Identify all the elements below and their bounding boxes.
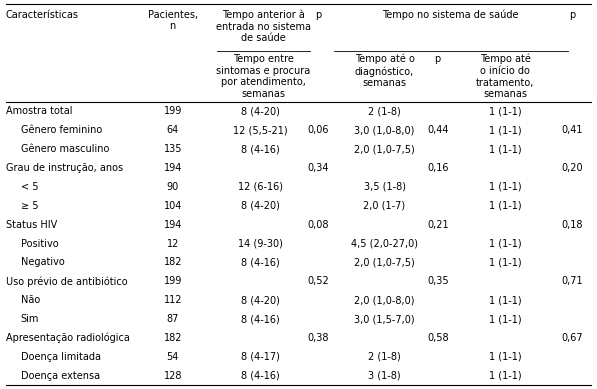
Text: p: p bbox=[569, 10, 576, 19]
Text: 8 (4-16): 8 (4-16) bbox=[241, 371, 280, 381]
Text: 0,21: 0,21 bbox=[427, 220, 448, 230]
Text: 64: 64 bbox=[167, 125, 179, 135]
Text: 2,0 (1-7): 2,0 (1-7) bbox=[364, 201, 405, 211]
Text: 2,0 (1,0-7,5): 2,0 (1,0-7,5) bbox=[354, 258, 415, 268]
Text: Tempo anterior à
entrada no sistema
de saúde: Tempo anterior à entrada no sistema de s… bbox=[216, 10, 311, 43]
Text: Gênero masculino: Gênero masculino bbox=[20, 144, 109, 154]
Text: 1 (1-1): 1 (1-1) bbox=[489, 182, 521, 192]
Text: 1 (1-1): 1 (1-1) bbox=[489, 314, 521, 324]
Text: Características: Características bbox=[6, 10, 79, 19]
Text: 1 (1-1): 1 (1-1) bbox=[489, 371, 521, 381]
Text: 2,0 (1,0-7,5): 2,0 (1,0-7,5) bbox=[354, 144, 415, 154]
Text: 0,41: 0,41 bbox=[562, 125, 583, 135]
Text: 3 (1-8): 3 (1-8) bbox=[368, 371, 401, 381]
Text: Tempo entre
sintomas e procura
por atendimento,
semanas: Tempo entre sintomas e procura por atend… bbox=[216, 54, 310, 99]
Text: 12 (6-16): 12 (6-16) bbox=[238, 182, 283, 192]
Text: 0,34: 0,34 bbox=[307, 163, 328, 173]
Text: 8 (4-20): 8 (4-20) bbox=[241, 201, 280, 211]
Text: 0,67: 0,67 bbox=[562, 333, 583, 343]
Text: Amostra total: Amostra total bbox=[6, 107, 72, 116]
Text: p: p bbox=[315, 10, 321, 19]
Text: 3,5 (1-8): 3,5 (1-8) bbox=[364, 182, 405, 192]
Text: 135: 135 bbox=[164, 144, 182, 154]
Text: 1 (1-1): 1 (1-1) bbox=[489, 352, 521, 362]
Text: 128: 128 bbox=[164, 371, 182, 381]
Text: ≥ 5: ≥ 5 bbox=[20, 201, 38, 211]
Text: Positivo: Positivo bbox=[20, 238, 59, 249]
Text: Uso prévio de antibiótico: Uso prévio de antibiótico bbox=[6, 276, 128, 287]
Text: Apresentação radiológica: Apresentação radiológica bbox=[6, 333, 130, 343]
Text: 0,18: 0,18 bbox=[562, 220, 583, 230]
Text: Não: Não bbox=[20, 295, 40, 305]
Text: 194: 194 bbox=[164, 220, 182, 230]
Text: 1 (1-1): 1 (1-1) bbox=[489, 201, 521, 211]
Text: 4,5 (2,0-27,0): 4,5 (2,0-27,0) bbox=[351, 238, 418, 249]
Text: 54: 54 bbox=[167, 352, 179, 362]
Text: Tempo no sistema de saúde: Tempo no sistema de saúde bbox=[382, 10, 519, 20]
Text: 2,0 (1,0-8,0): 2,0 (1,0-8,0) bbox=[354, 295, 415, 305]
Text: 0,58: 0,58 bbox=[427, 333, 448, 343]
Text: 8 (4-16): 8 (4-16) bbox=[241, 258, 280, 268]
Text: 12 (5,5-21): 12 (5,5-21) bbox=[233, 125, 288, 135]
Text: 3,0 (1,5-7,0): 3,0 (1,5-7,0) bbox=[354, 314, 415, 324]
Text: 0,06: 0,06 bbox=[307, 125, 328, 135]
Text: 8 (4-17): 8 (4-17) bbox=[241, 352, 280, 362]
Text: 0,71: 0,71 bbox=[562, 276, 583, 286]
Text: 1 (1-1): 1 (1-1) bbox=[489, 125, 521, 135]
Text: Status HIV: Status HIV bbox=[6, 220, 57, 230]
Text: 0,38: 0,38 bbox=[307, 333, 328, 343]
Text: 0,35: 0,35 bbox=[427, 276, 448, 286]
Text: 0,52: 0,52 bbox=[307, 276, 329, 286]
Text: p: p bbox=[435, 54, 441, 64]
Text: 1 (1-1): 1 (1-1) bbox=[489, 258, 521, 268]
Text: 12: 12 bbox=[167, 238, 179, 249]
Text: Gênero feminino: Gênero feminino bbox=[20, 125, 102, 135]
Text: Doença extensa: Doença extensa bbox=[20, 371, 100, 381]
Text: 0,44: 0,44 bbox=[427, 125, 448, 135]
Text: 1 (1-1): 1 (1-1) bbox=[489, 107, 521, 116]
Text: 8 (4-20): 8 (4-20) bbox=[241, 107, 280, 116]
Text: 3,0 (1,0-8,0): 3,0 (1,0-8,0) bbox=[354, 125, 415, 135]
Text: 90: 90 bbox=[167, 182, 179, 192]
Text: Grau de instrução, anos: Grau de instrução, anos bbox=[6, 163, 123, 173]
Text: 182: 182 bbox=[164, 258, 182, 268]
Text: 8 (4-16): 8 (4-16) bbox=[241, 144, 280, 154]
Text: 1 (1-1): 1 (1-1) bbox=[489, 295, 521, 305]
Text: 0,16: 0,16 bbox=[427, 163, 448, 173]
Text: Tempo até
o início do
tratamento,
semanas: Tempo até o início do tratamento, semana… bbox=[476, 54, 534, 99]
Text: 1 (1-1): 1 (1-1) bbox=[489, 144, 521, 154]
Text: 194: 194 bbox=[164, 163, 182, 173]
Text: 199: 199 bbox=[164, 107, 182, 116]
Text: 104: 104 bbox=[164, 201, 182, 211]
Text: Pacientes,
n: Pacientes, n bbox=[147, 10, 198, 31]
Text: 2 (1-8): 2 (1-8) bbox=[368, 107, 401, 116]
Text: 8 (4-16): 8 (4-16) bbox=[241, 314, 280, 324]
Text: Sim: Sim bbox=[20, 314, 39, 324]
Text: 8 (4-20): 8 (4-20) bbox=[241, 295, 280, 305]
Text: 1 (1-1): 1 (1-1) bbox=[489, 238, 521, 249]
Text: Tempo até o
diagnóstico,
semanas: Tempo até o diagnóstico, semanas bbox=[355, 54, 414, 88]
Text: 112: 112 bbox=[164, 295, 182, 305]
Text: 0,20: 0,20 bbox=[562, 163, 583, 173]
Text: 14 (9-30): 14 (9-30) bbox=[238, 238, 283, 249]
Text: Negativo: Negativo bbox=[20, 258, 64, 268]
Text: 199: 199 bbox=[164, 276, 182, 286]
Text: < 5: < 5 bbox=[20, 182, 38, 192]
Text: 87: 87 bbox=[167, 314, 179, 324]
Text: 182: 182 bbox=[164, 333, 182, 343]
Text: Doença limitada: Doença limitada bbox=[20, 352, 101, 362]
Text: 0,08: 0,08 bbox=[307, 220, 328, 230]
Text: 2 (1-8): 2 (1-8) bbox=[368, 352, 401, 362]
